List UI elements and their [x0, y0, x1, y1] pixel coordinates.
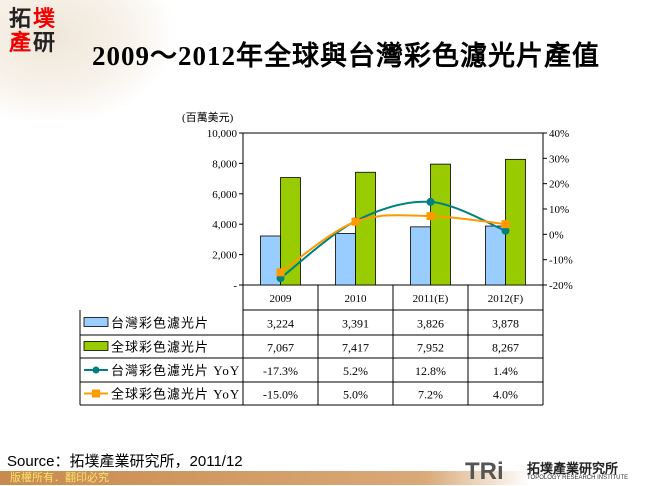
table-cell: 5.2% — [343, 364, 368, 378]
marker-taiwan-yoy-2012(F) — [501, 226, 510, 235]
marker-global-yoy-2012(F) — [501, 220, 510, 229]
bar-taiwan-2012(F) — [485, 225, 506, 286]
right-tick-label: 30% — [549, 153, 569, 165]
logo: 拓墣產研 — [8, 7, 55, 56]
marker-global-yoy-2011(E) — [426, 212, 435, 221]
brand-mark: TRi — [465, 458, 504, 485]
source-note: Source：拓墣產業研究所，2011/12 — [7, 453, 243, 470]
legend-marker — [92, 389, 100, 398]
right-tick-label: -10% — [549, 255, 573, 267]
brand-name-zh: 拓墣產業研究所 — [527, 461, 619, 476]
right-tick-label: 20% — [549, 179, 569, 191]
legend-label: 全球彩色濾光片 — [111, 340, 209, 355]
left-tick-label: 4,000 — [212, 219, 237, 231]
left-tick-label: - — [233, 280, 237, 292]
table-cell: 3,224 — [267, 317, 294, 331]
legend-label: 台灣彩色濾光片 YoY — [111, 363, 240, 378]
background-map — [0, 0, 170, 120]
table-cell: 7,952 — [417, 341, 444, 355]
legend-marker — [92, 366, 100, 374]
left-tick-label: 10,000 — [207, 128, 238, 140]
line-taiwan-yoy — [279, 200, 506, 279]
bar-global-2009 — [280, 177, 301, 286]
category-label: 2012(F) — [488, 293, 524, 305]
table-cell: 3,878 — [492, 317, 519, 331]
marker-global-yoy-2009 — [276, 268, 285, 277]
category-label: 2011(E) — [413, 293, 449, 305]
table-cell: 7.2% — [418, 388, 443, 402]
category-label: 2009 — [270, 293, 293, 305]
right-tick-label: -20% — [549, 280, 573, 292]
table-cell: 1.4% — [493, 364, 518, 378]
category-label: 2010 — [345, 293, 368, 305]
legend-label: 台灣彩色濾光片 — [111, 316, 209, 331]
left-tick-label: 8,000 — [212, 158, 237, 170]
legend-swatch — [83, 341, 109, 351]
marker-taiwan-yoy-2011(E) — [426, 197, 435, 206]
right-tick-label: 40% — [549, 128, 569, 140]
bar-taiwan-2011(E) — [410, 226, 431, 286]
left-tick-label: 6,000 — [212, 189, 237, 201]
table-cell: 4.0% — [493, 388, 518, 402]
bar-taiwan-2010 — [335, 233, 356, 286]
legend-swatch — [83, 317, 109, 327]
brand-name-en: TOPOLOGY RESEARCH INSTITUTE — [527, 475, 629, 481]
left-tick-label: 2,000 — [212, 250, 237, 262]
table-cell: 3,826 — [417, 317, 444, 331]
table-cell: 3,391 — [342, 317, 369, 331]
bar-global-2011(E) — [430, 163, 451, 286]
legend-label: 全球彩色濾光片 YoY — [111, 387, 240, 402]
table-cell: 7,067 — [267, 341, 294, 355]
line-global-yoy — [279, 214, 506, 274]
marker-global-yoy-2010 — [351, 217, 360, 226]
unit-label: (百萬美元) — [182, 111, 234, 124]
copyright-footer: 版權所有．翻印必究 — [0, 471, 530, 485]
table-cell: 8,267 — [492, 341, 519, 355]
table-cell: 7,417 — [342, 341, 369, 355]
page-title: 2009～2012年全球與台灣彩色濾光片產值 — [92, 41, 600, 71]
table-cell: -15.0% — [263, 388, 298, 402]
table-cell: 5.0% — [343, 388, 368, 402]
right-tick-label: 10% — [549, 204, 569, 216]
table-cell: 12.8% — [415, 364, 446, 378]
table-cell: -17.3% — [263, 364, 298, 378]
right-tick-label: 0% — [549, 229, 564, 241]
bar-global-2010 — [355, 171, 376, 286]
